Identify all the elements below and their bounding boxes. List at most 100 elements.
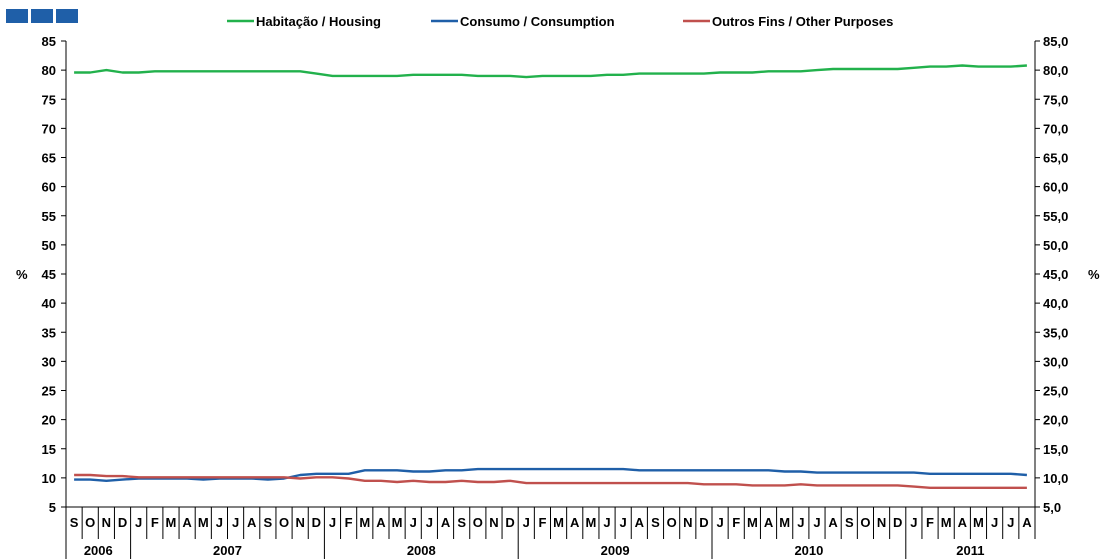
- y-tick-label-left: 65: [42, 151, 56, 166]
- x-tick-label-year: 2006: [84, 543, 113, 558]
- x-tick-label-month: S: [264, 515, 273, 530]
- x-tick-label-month: O: [279, 515, 289, 530]
- x-tick-label-month: J: [232, 515, 239, 530]
- y-tick-label-left: 75: [42, 92, 56, 107]
- x-tick-label-month: J: [716, 515, 723, 530]
- y-tick-label-right: 40,0: [1043, 296, 1068, 311]
- y-tick-label-right: 80,0: [1043, 63, 1068, 78]
- y-tick-label-left: 45: [42, 267, 56, 282]
- x-tick-label-month: M: [359, 515, 370, 530]
- x-tick-label-month: M: [973, 515, 984, 530]
- y-tick-label-right: 45,0: [1043, 267, 1068, 282]
- y-tick-label-left: 85: [42, 34, 56, 49]
- series-line: [74, 467, 1027, 482]
- x-tick-label-month: M: [553, 515, 564, 530]
- x-tick-label-year: 2011: [956, 543, 984, 558]
- corner-decoration: [6, 9, 78, 23]
- x-tick-label-month: J: [426, 515, 433, 530]
- x-tick-label-year: 2008: [407, 543, 436, 558]
- x-tick-label-month: O: [473, 515, 483, 530]
- x-tick-label-month: F: [538, 515, 546, 530]
- y-tick-label-left: 5: [49, 500, 56, 515]
- x-tick-label-month: J: [813, 515, 820, 530]
- y-tick-label-left: 60: [42, 180, 56, 195]
- legend-label: Consumo / Consumption: [460, 14, 615, 29]
- x-tick-label-month: J: [135, 515, 142, 530]
- x-tick-label-month: N: [877, 515, 886, 530]
- y-tick-label-left: 35: [42, 325, 56, 340]
- x-tick-label-month: A: [635, 515, 645, 530]
- y-tick-label-right: 85,0: [1043, 34, 1068, 49]
- x-tick-label-month: S: [845, 515, 854, 530]
- y-axis-label-left: %: [16, 267, 28, 282]
- y-tick-label-right: 60,0: [1043, 180, 1068, 195]
- x-tick-label-year: 2010: [794, 543, 823, 558]
- y-tick-label-left: 20: [42, 413, 56, 428]
- x-tick-label-month: J: [523, 515, 530, 530]
- x-tick-label-month: F: [151, 515, 159, 530]
- x-tick-label-month: M: [392, 515, 403, 530]
- y-tick-label-left: 80: [42, 63, 56, 78]
- x-tick-label-month: N: [295, 515, 304, 530]
- x-tick-label-month: A: [441, 515, 451, 530]
- x-tick-label-month: D: [505, 515, 514, 530]
- y-tick-label-left: 30: [42, 354, 56, 369]
- y-tick-label-right: 15,0: [1043, 442, 1068, 457]
- x-tick-label-month: O: [667, 515, 677, 530]
- x-tick-label-month: D: [699, 515, 708, 530]
- x-tick-label-month: J: [991, 515, 998, 530]
- x-tick-label-month: F: [926, 515, 934, 530]
- x-tick-label-month: F: [345, 515, 353, 530]
- x-tick-label-month: J: [410, 515, 417, 530]
- x-tick-label-month: J: [603, 515, 610, 530]
- x-tick-label-month: A: [376, 515, 386, 530]
- x-tick-label-month: M: [941, 515, 952, 530]
- y-tick-label-right: 75,0: [1043, 92, 1068, 107]
- x-tick-label-month: M: [585, 515, 596, 530]
- x-tick-label-month: J: [329, 515, 336, 530]
- y-tick-label-right: 55,0: [1043, 209, 1068, 224]
- x-tick-label-month: D: [312, 515, 321, 530]
- legend-label: Habitação / Housing: [256, 14, 381, 29]
- x-tick-label-month: A: [182, 515, 192, 530]
- y-tick-label-left: 40: [42, 296, 56, 311]
- x-tick-label-month: J: [216, 515, 223, 530]
- x-tick-label-month: O: [860, 515, 870, 530]
- x-tick-label-month: M: [747, 515, 758, 530]
- x-tick-label-month: S: [70, 515, 79, 530]
- x-tick-label-month: A: [958, 515, 968, 530]
- y-tick-label-left: 55: [42, 209, 56, 224]
- x-tick-label-month: J: [910, 515, 917, 530]
- y-tick-label-left: 70: [42, 121, 56, 136]
- x-tick-label-month: A: [1022, 515, 1032, 530]
- x-tick-label-month: A: [828, 515, 838, 530]
- x-tick-label-month: A: [247, 515, 257, 530]
- y-tick-label-right: 65,0: [1043, 151, 1068, 166]
- series-line: [74, 64, 1027, 79]
- x-tick-label-month: F: [732, 515, 740, 530]
- y-tick-label-right: 50,0: [1043, 238, 1068, 253]
- y-tick-label-right: 5,0: [1043, 500, 1061, 515]
- x-tick-label-month: M: [779, 515, 790, 530]
- y-tick-label-left: 25: [42, 384, 56, 399]
- y-tick-label-right: 20,0: [1043, 413, 1068, 428]
- y-tick-label-left: 50: [42, 238, 56, 253]
- y-tick-label-left: 10: [42, 471, 56, 486]
- x-tick-label-month: D: [893, 515, 902, 530]
- x-tick-label-month: O: [85, 515, 95, 530]
- x-tick-label-month: A: [764, 515, 774, 530]
- series-line: [74, 473, 1027, 489]
- x-tick-label-month: S: [651, 515, 660, 530]
- x-tick-label-month: N: [683, 515, 692, 530]
- x-tick-label-month: M: [198, 515, 209, 530]
- x-tick-label-month: A: [570, 515, 580, 530]
- x-tick-label-month: J: [620, 515, 627, 530]
- corner-bar: [31, 9, 53, 23]
- x-tick-label-month: J: [797, 515, 804, 530]
- axes: 5 5,010 10,015 15,020 20,025 25,030 30,035 35,0…: [16, 34, 1100, 515]
- legend: Habitação / Housing Consumo / Consumption…: [227, 14, 893, 29]
- corner-bar: [6, 9, 28, 23]
- x-tick-label-month: J: [1007, 515, 1014, 530]
